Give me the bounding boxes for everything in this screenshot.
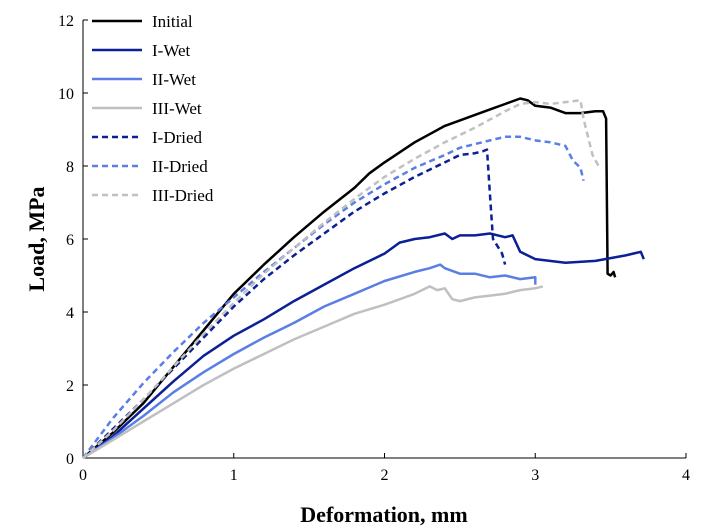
y-tick-label: 10 (58, 86, 74, 103)
x-tick-label: 2 (381, 467, 389, 484)
x-tick-label: 0 (79, 467, 87, 484)
x-tick-label: 1 (230, 467, 238, 484)
legend-label: I-Dried (152, 128, 203, 147)
y-axis-title: Load, MPa (24, 186, 49, 291)
legend-label: II-Dried (152, 157, 208, 176)
x-tick-label: 3 (531, 467, 539, 484)
legend: Initial I-Wet II-Wet III-Wet I-Dried II-Dried… (92, 12, 214, 205)
y-tick-label: 4 (66, 305, 74, 322)
series-line-4 (82, 285, 544, 460)
series-line-2 (82, 232, 645, 460)
series-layer (82, 97, 645, 460)
series-line-5 (82, 148, 507, 459)
y-tick-label: 12 (58, 13, 74, 30)
series-line-7 (82, 99, 600, 459)
series-line-6 (82, 135, 585, 459)
y-tick-label: 6 (66, 232, 74, 249)
legend-label: I-Wet (152, 41, 191, 60)
legend-label: Initial (152, 12, 193, 31)
legend-label: III-Wet (152, 99, 202, 118)
x-axis-title: Deformation, mm (300, 502, 467, 527)
legend-label: II-Wet (152, 70, 196, 89)
x-tick-label: 4 (682, 467, 690, 484)
y-tick-label: 8 (66, 159, 74, 176)
series-line-1 (82, 97, 617, 459)
y-tick-label: 0 (66, 451, 74, 468)
series-line-3 (82, 263, 537, 460)
y-tick-label: 2 (66, 378, 74, 395)
legend-label: III-Dried (152, 186, 214, 205)
